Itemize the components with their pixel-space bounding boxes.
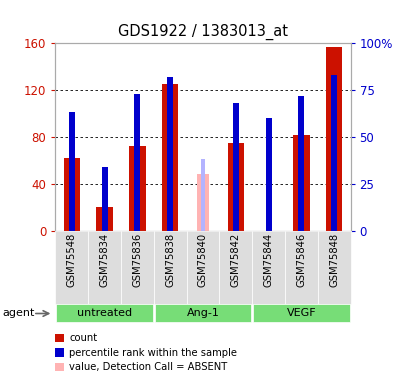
Text: GSM75842: GSM75842 xyxy=(230,232,240,287)
Bar xyxy=(101,167,107,231)
Text: GSM75836: GSM75836 xyxy=(132,232,142,287)
Text: GSM75548: GSM75548 xyxy=(67,232,76,287)
Bar xyxy=(330,75,336,231)
Bar xyxy=(134,94,140,231)
Bar xyxy=(197,174,208,231)
Bar xyxy=(298,96,303,231)
Text: VEGF: VEGF xyxy=(286,309,315,318)
Bar xyxy=(69,112,74,231)
Bar xyxy=(200,159,204,231)
Text: GSM75848: GSM75848 xyxy=(328,232,338,286)
Text: percentile rank within the sample: percentile rank within the sample xyxy=(69,348,237,357)
Bar xyxy=(129,146,145,231)
Text: count: count xyxy=(69,333,97,343)
Bar xyxy=(96,207,112,231)
Text: GSM75840: GSM75840 xyxy=(198,232,207,286)
Bar xyxy=(265,118,271,231)
Text: GSM75834: GSM75834 xyxy=(99,232,109,286)
Text: GSM75838: GSM75838 xyxy=(165,232,175,286)
Bar xyxy=(167,77,173,231)
Text: Ang-1: Ang-1 xyxy=(186,309,219,318)
Bar xyxy=(63,158,80,231)
Text: GSM75844: GSM75844 xyxy=(263,232,273,286)
Bar xyxy=(292,135,309,231)
Text: GSM75846: GSM75846 xyxy=(296,232,306,287)
Bar xyxy=(232,103,238,231)
Bar xyxy=(325,46,342,231)
Text: value, Detection Call = ABSENT: value, Detection Call = ABSENT xyxy=(69,362,227,372)
Bar xyxy=(162,84,178,231)
Bar xyxy=(227,143,243,231)
Text: untreated: untreated xyxy=(77,309,132,318)
Text: agent: agent xyxy=(2,309,34,318)
Title: GDS1922 / 1383013_at: GDS1922 / 1383013_at xyxy=(118,24,287,40)
